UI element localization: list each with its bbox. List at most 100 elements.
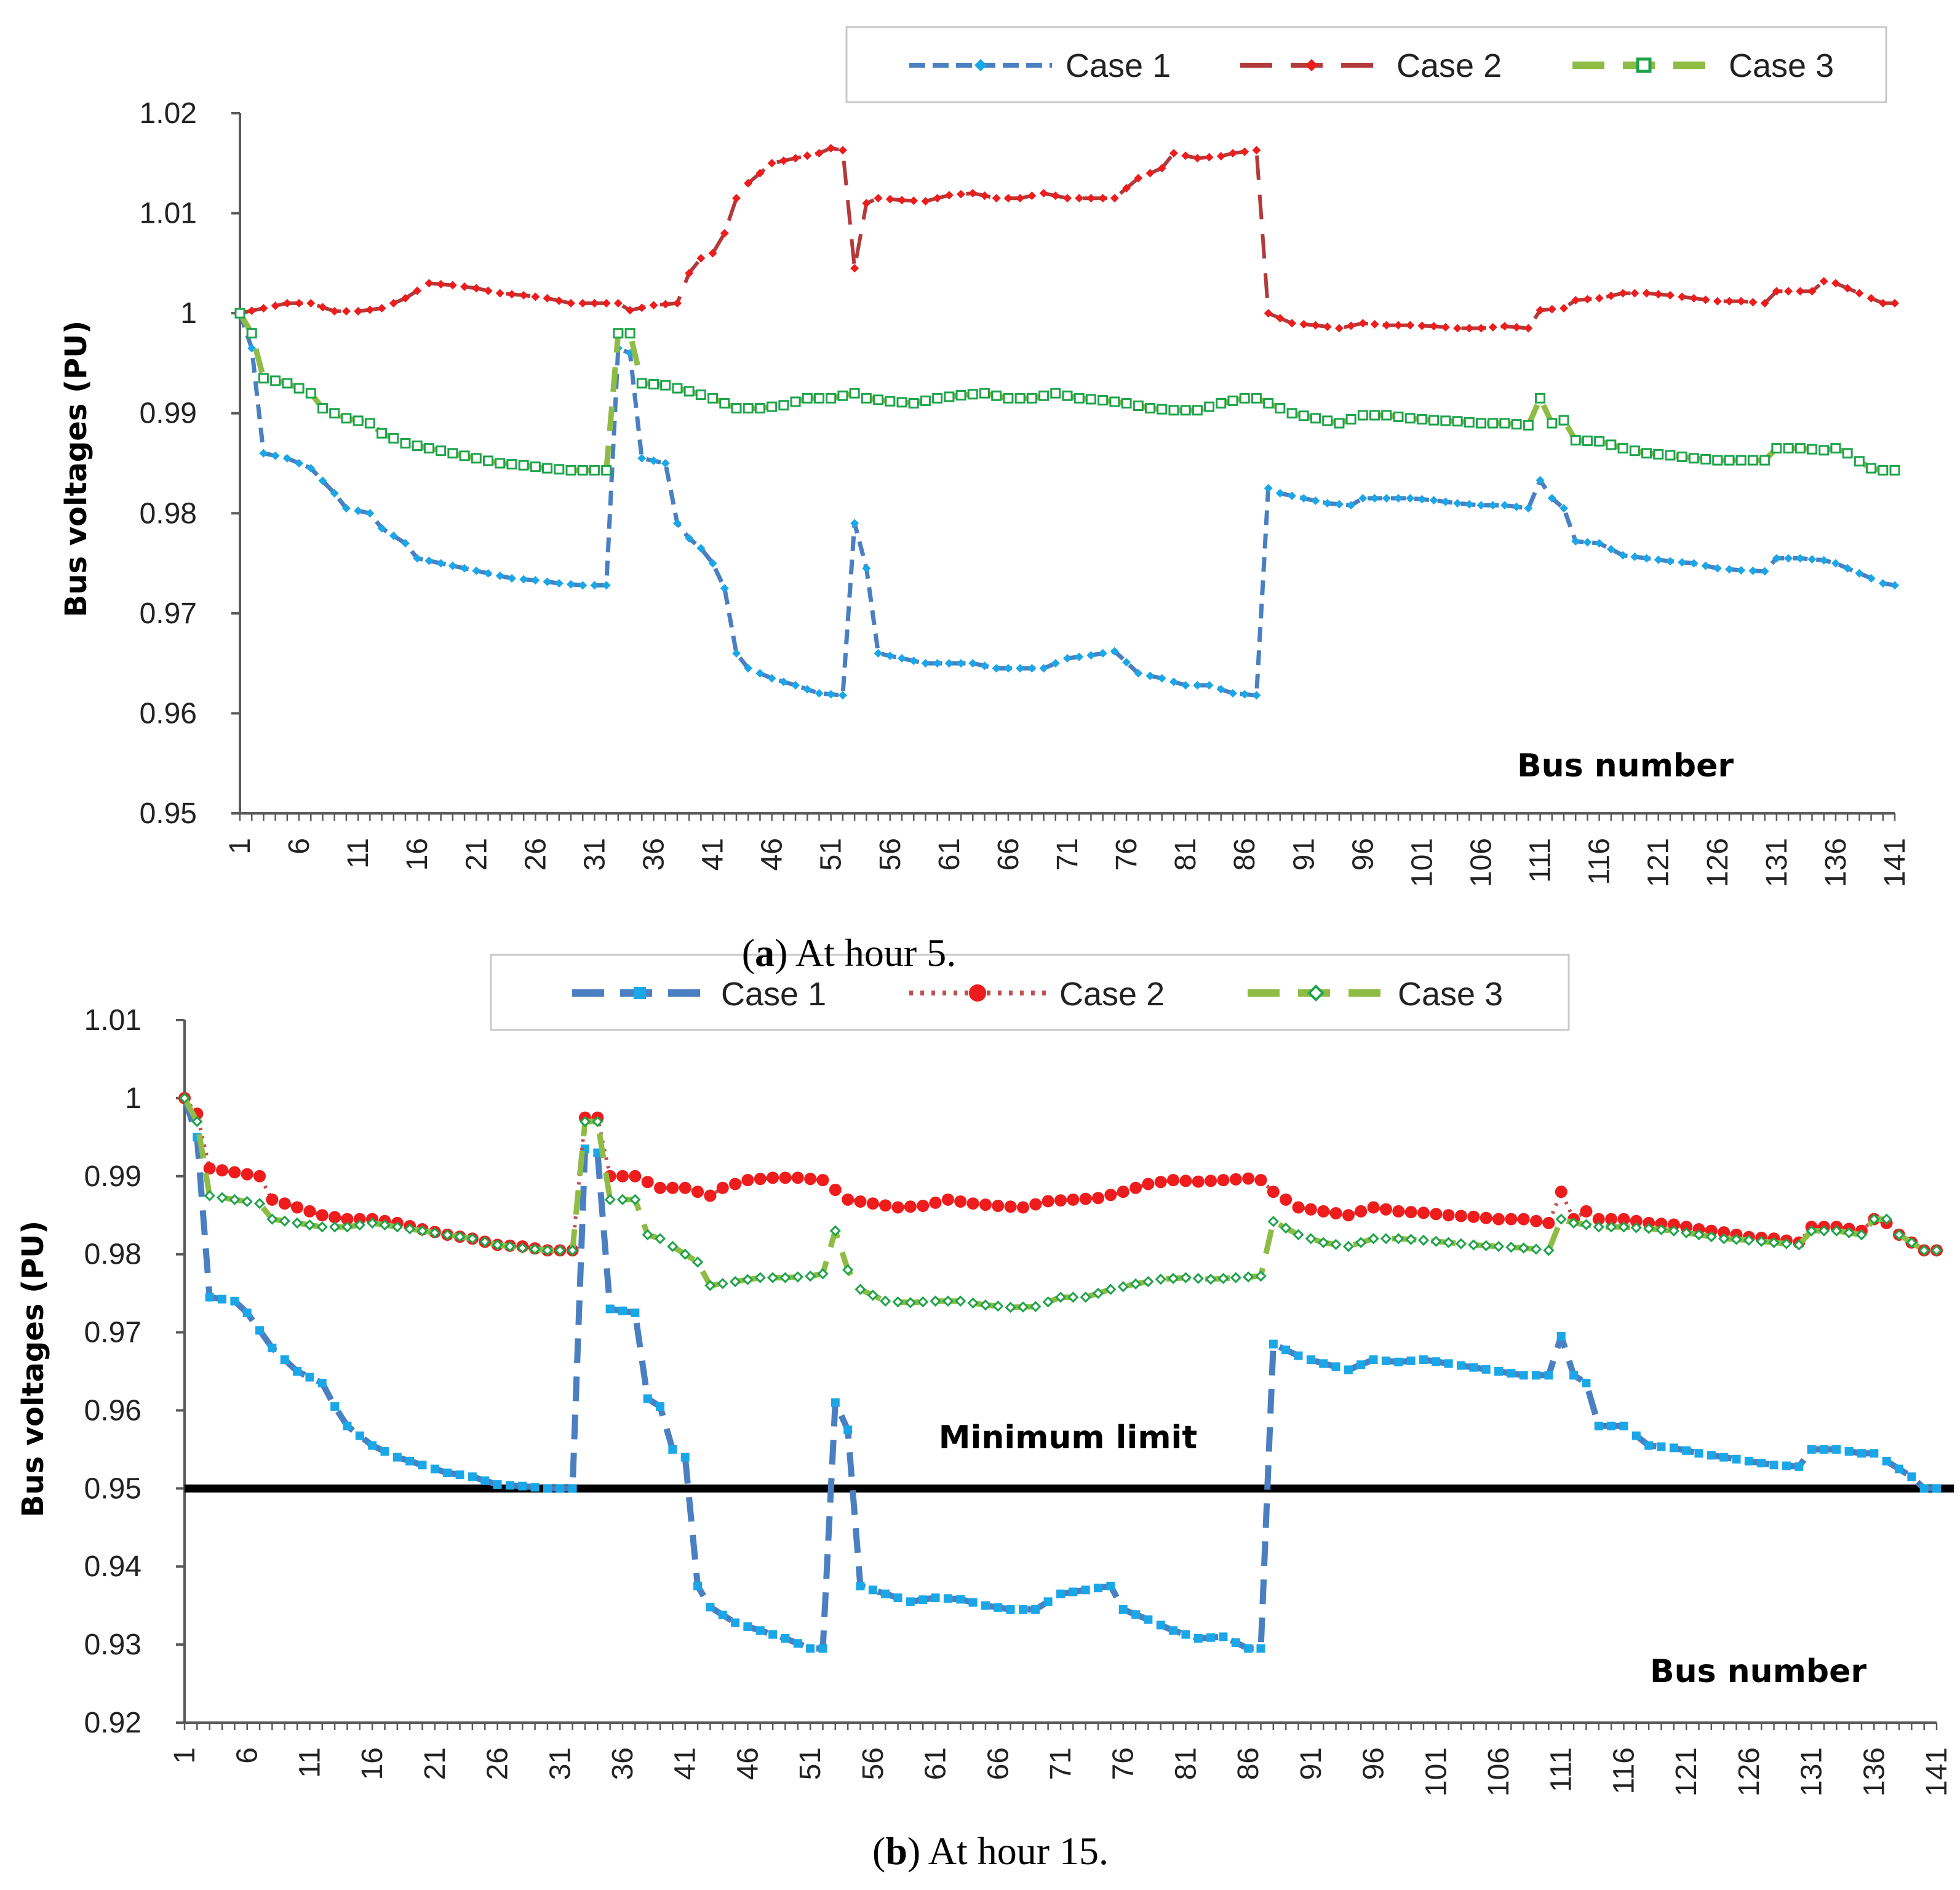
data-point-case3	[1854, 456, 1865, 467]
y-tick-label: 0.92	[84, 1707, 141, 1739]
data-point-case1	[680, 1453, 690, 1462]
data-point-case3	[842, 1264, 854, 1276]
data-point-case3	[518, 460, 529, 471]
x-tick-label: 36	[638, 838, 671, 871]
data-point-case1	[355, 1431, 364, 1440]
data-point-case1	[843, 1425, 853, 1435]
data-point-case1	[1619, 551, 1628, 560]
data-point-case3	[416, 1225, 428, 1237]
x-tick-label: 31	[578, 838, 611, 871]
data-point-case1	[1331, 1362, 1341, 1371]
data-point-case1	[1665, 557, 1675, 566]
data-point-case2	[291, 1201, 304, 1214]
data-point-case2	[1619, 289, 1628, 298]
data-point-case3	[1505, 1242, 1517, 1253]
x-tick-label: 136	[1858, 1747, 1890, 1796]
data-point-case2	[708, 249, 717, 258]
caption-a-label: a	[755, 931, 775, 975]
data-point-case2	[1003, 194, 1013, 203]
data-point-case2	[629, 1170, 642, 1182]
data-point-case1	[1819, 556, 1828, 565]
data-point-case1	[1319, 1359, 1328, 1368]
data-point-case1	[1619, 1421, 1628, 1430]
data-point-case3	[1665, 450, 1676, 461]
data-point-case1	[568, 1484, 577, 1493]
data-point-case1	[1701, 561, 1710, 570]
legend-label-case3: Case 3	[1398, 976, 1503, 1013]
data-point-case3	[483, 455, 493, 466]
data-point-case2	[992, 1199, 1005, 1212]
data-point-case3	[1117, 1281, 1129, 1293]
data-point-case3	[1318, 1237, 1329, 1248]
data-point-case2	[854, 1195, 867, 1208]
data-point-case2	[791, 154, 800, 163]
data-point-case2	[1680, 1221, 1693, 1234]
data-point-case3	[1842, 448, 1853, 459]
data-point-case3	[1280, 1222, 1292, 1234]
data-point-case3	[613, 328, 624, 339]
data-point-case3	[317, 403, 328, 414]
data-point-case3	[1098, 395, 1109, 406]
data-point-case1	[815, 688, 824, 698]
data-point-case3	[1568, 1217, 1580, 1229]
data-point-case1	[1481, 1365, 1491, 1374]
data-point-case3	[1239, 393, 1250, 404]
data-point-case3	[1918, 1245, 1930, 1256]
data-point-case1	[1453, 499, 1462, 508]
data-point-case2	[1145, 169, 1155, 178]
data-point-case1	[898, 654, 906, 663]
data-point-case1	[755, 669, 765, 678]
data-point-case3	[1310, 413, 1321, 424]
data-point-case2	[1606, 291, 1615, 300]
chart-a-legend-case3: Case 3	[1572, 47, 1834, 84]
data-point-case1	[838, 691, 847, 700]
data-point-case3	[1756, 1235, 1767, 1247]
data-point-case1	[330, 1402, 340, 1411]
data-point-case3	[246, 328, 257, 339]
data-point-case2	[661, 300, 670, 309]
data-point-case1	[405, 1456, 415, 1465]
data-point-case1	[1134, 669, 1143, 678]
data-point-case1	[242, 1308, 252, 1317]
data-point-case3	[1700, 453, 1711, 465]
data-point-case3	[1747, 455, 1758, 466]
data-point-case1	[1229, 688, 1237, 698]
data-point-case3	[1255, 1270, 1267, 1282]
data-point-case3	[1930, 1245, 1943, 1256]
y-tick-label: 0.97	[140, 597, 197, 630]
data-point-case3	[204, 1190, 215, 1202]
data-point-case1	[268, 1343, 277, 1352]
data-point-case3	[754, 1272, 766, 1283]
data-point-case1	[1536, 476, 1545, 485]
data-point-case2	[1267, 1186, 1280, 1198]
data-point-case2	[1104, 1189, 1117, 1202]
data-point-case3	[616, 1194, 629, 1205]
data-point-case3	[1286, 408, 1297, 419]
data-point-case1	[468, 1472, 477, 1481]
data-point-case1	[1294, 1351, 1303, 1360]
y-tick-label: 0.93	[84, 1629, 141, 1661]
data-point-case3	[565, 465, 576, 476]
x-tick-label: 121	[1670, 1747, 1703, 1796]
data-point-case2	[1192, 1175, 1205, 1188]
minimum-limit-label: Minimum limit	[939, 1419, 1197, 1456]
data-point-case2	[1524, 324, 1533, 333]
data-point-case2	[519, 290, 528, 300]
data-point-case2	[613, 298, 623, 308]
data-point-case2	[626, 306, 635, 315]
data-point-case3	[400, 437, 411, 449]
data-point-case3	[601, 465, 612, 476]
data-point-case3	[1855, 1229, 1868, 1241]
data-point-case3	[1230, 1272, 1241, 1283]
data-point-case1	[271, 451, 280, 460]
data-point-case1	[507, 573, 516, 583]
data-point-case3	[717, 1278, 728, 1290]
data-point-case1	[1795, 1462, 1804, 1471]
data-point-case1	[205, 1293, 214, 1302]
data-point-case3	[1440, 415, 1451, 426]
data-point-case3	[1243, 1271, 1254, 1283]
data-point-case2	[1016, 1201, 1029, 1214]
data-point-case3	[1768, 1237, 1780, 1248]
data-point-case2	[1275, 314, 1285, 323]
